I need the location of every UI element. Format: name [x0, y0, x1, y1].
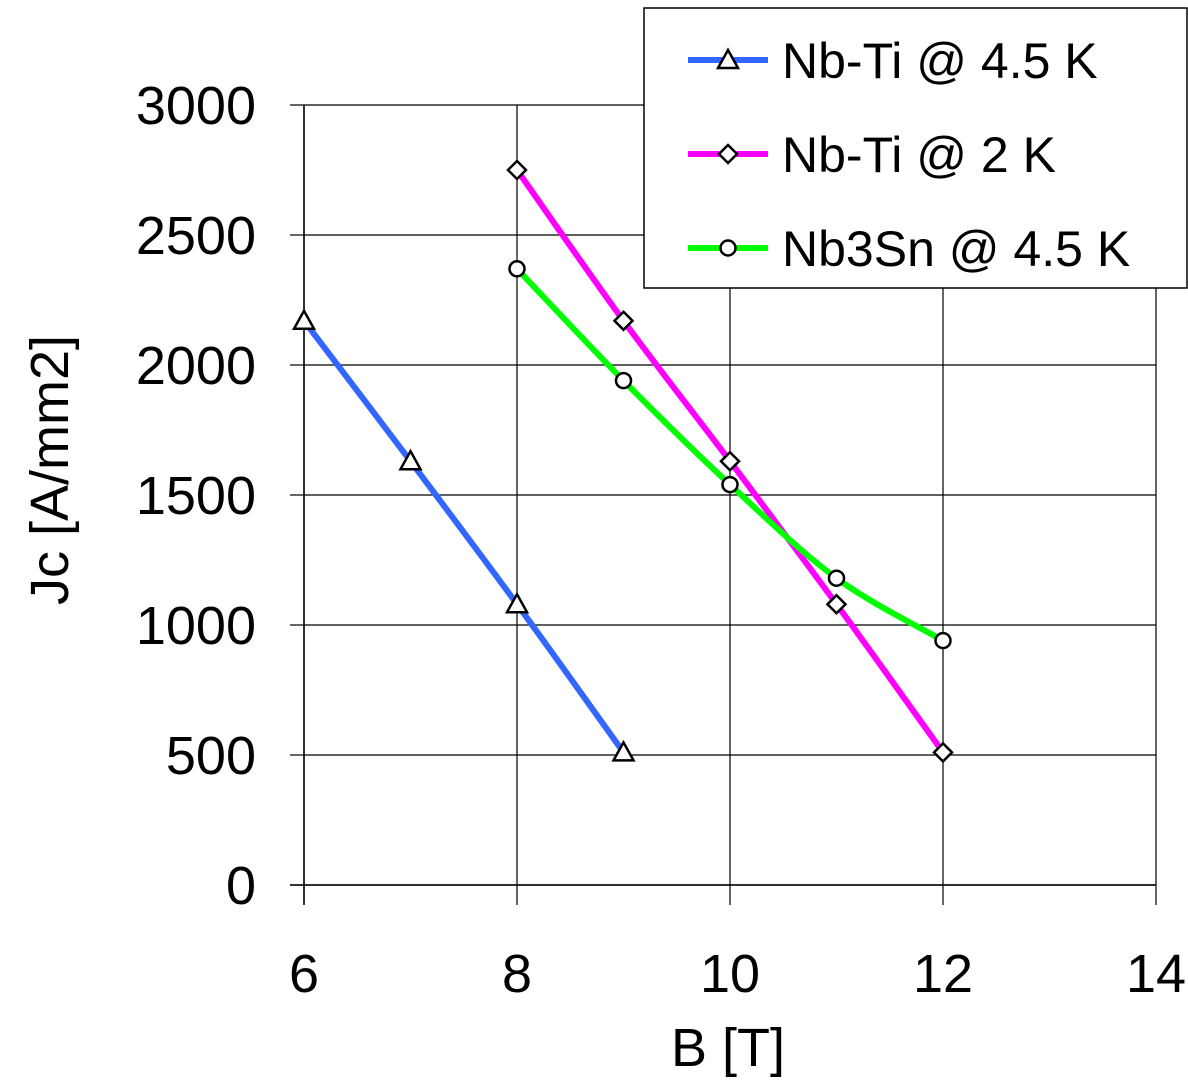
legend-box — [643, 7, 1188, 289]
x-tick-label: 8 — [502, 944, 532, 1004]
x-tick-label: 14 — [1126, 944, 1186, 1004]
y-tick-label: 0 — [226, 856, 256, 916]
x-tick-label: 6 — [289, 944, 319, 1004]
x-tick-label: 10 — [700, 944, 760, 1004]
data-point-1 — [719, 450, 741, 472]
data-point-2 — [508, 260, 526, 278]
legend-label: Nb-Ti @ 4.5 K — [782, 33, 1098, 89]
data-point-2 — [827, 569, 846, 587]
legend-label: Nb-Ti @ 2 K — [782, 127, 1056, 183]
data-point-1 — [932, 741, 954, 764]
legend: Nb-Ti @ 4.5 K Nb-Ti @ 2 K Nb3Sn @ 4.5 K — [643, 7, 1188, 289]
y-tick-label: 1000 — [136, 596, 256, 656]
data-point-0 — [291, 308, 317, 331]
data-point-0 — [504, 591, 530, 614]
x-tick-label: 12 — [913, 944, 973, 1004]
legend-label: Nb3Sn @ 4.5 K — [782, 221, 1130, 277]
x-axis-label: B [T] — [671, 1018, 785, 1078]
y-tick-label: 2000 — [136, 336, 256, 396]
data-point-1 — [506, 159, 528, 181]
data-point-0 — [398, 448, 423, 471]
y-tick-label: 2500 — [136, 206, 256, 266]
data-point-0 — [611, 739, 636, 762]
y-tick-label: 500 — [166, 726, 256, 786]
legend-marker — [717, 143, 739, 165]
series-line-0 — [301, 317, 627, 756]
data-point-1 — [825, 593, 848, 615]
legend-marker — [719, 239, 737, 257]
legend-marker — [715, 47, 741, 70]
y-tick-label: 3000 — [136, 76, 256, 136]
series-markers — [291, 159, 954, 764]
data-point-2 — [721, 475, 739, 494]
y-axis-label: Jc [A/mm2] — [20, 335, 80, 605]
axes: 0 500 1000 1500 2000 2500 3000 6 8 10 12 14 — [136, 76, 1186, 1004]
data-point-2 — [934, 631, 952, 650]
y-tick-label: 1500 — [136, 466, 256, 526]
data-point-2 — [614, 371, 633, 390]
data-point-1 — [612, 310, 635, 332]
